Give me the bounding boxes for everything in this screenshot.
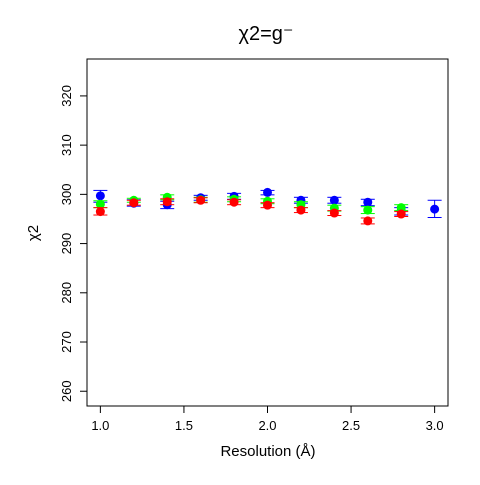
- x-tick-label: 3.0: [426, 418, 444, 433]
- data-point: [129, 198, 139, 208]
- data-point: [229, 197, 239, 207]
- data-series: [93, 192, 409, 215]
- data-point: [430, 204, 440, 214]
- x-tick-label: 2.5: [342, 418, 360, 433]
- data-point: [363, 205, 373, 215]
- y-tick-label: 290: [59, 233, 74, 255]
- data-point: [396, 203, 406, 213]
- data-point: [162, 197, 172, 207]
- x-tick-label: 1.5: [175, 418, 193, 433]
- y-tick-label: 260: [59, 380, 74, 402]
- y-axis-label: χ2: [25, 225, 42, 241]
- data-point: [263, 187, 272, 197]
- data-point: [95, 191, 105, 201]
- plot-frame: [86, 58, 449, 407]
- chart-title: χ2=g⁻: [239, 23, 294, 45]
- x-axis-label: Resolution (Å): [220, 443, 315, 460]
- y-axis: 260 270 280 290 300 310 320: [59, 85, 88, 402]
- x-axis: 1.0 1.5 2.0 2.5 3.0: [91, 405, 444, 433]
- y-tick-label: 300: [59, 184, 74, 206]
- data-point: [363, 216, 373, 226]
- y-tick-label: 310: [59, 134, 74, 156]
- data-point: [329, 208, 339, 218]
- data-point: [263, 200, 272, 210]
- series-layer: [93, 187, 442, 226]
- data-point: [363, 197, 373, 207]
- x-tick-label: 1.0: [91, 418, 109, 433]
- data-point: [196, 195, 206, 205]
- data-point: [296, 205, 306, 215]
- data-series: [93, 195, 409, 226]
- data-point: [95, 207, 105, 217]
- y-tick-label: 320: [59, 85, 74, 107]
- x-tick-label: 2.0: [258, 418, 276, 433]
- data-point: [396, 209, 406, 219]
- data-point: [95, 199, 105, 209]
- y-tick-label: 270: [59, 331, 74, 353]
- y-tick-label: 280: [59, 282, 74, 304]
- data-point: [329, 195, 339, 205]
